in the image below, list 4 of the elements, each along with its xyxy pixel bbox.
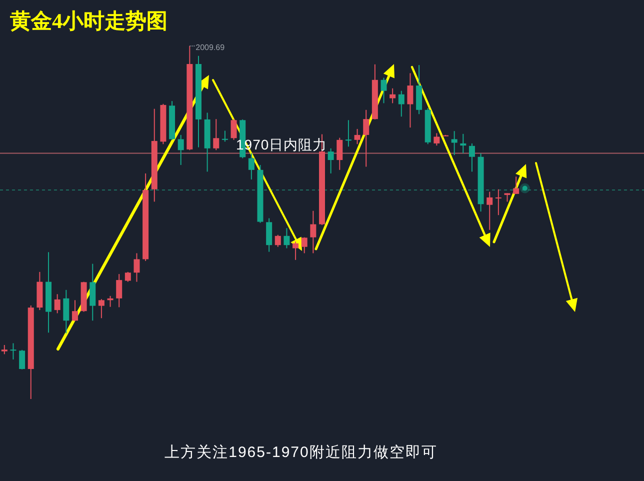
high-label: 2009.69: [189, 43, 225, 52]
annotation: 2009.69: [196, 43, 226, 52]
chart-title: 黄金4小时走势图: [9, 9, 168, 33]
text: 上方关注1965-1970附近阻力做空即可: [164, 444, 438, 461]
